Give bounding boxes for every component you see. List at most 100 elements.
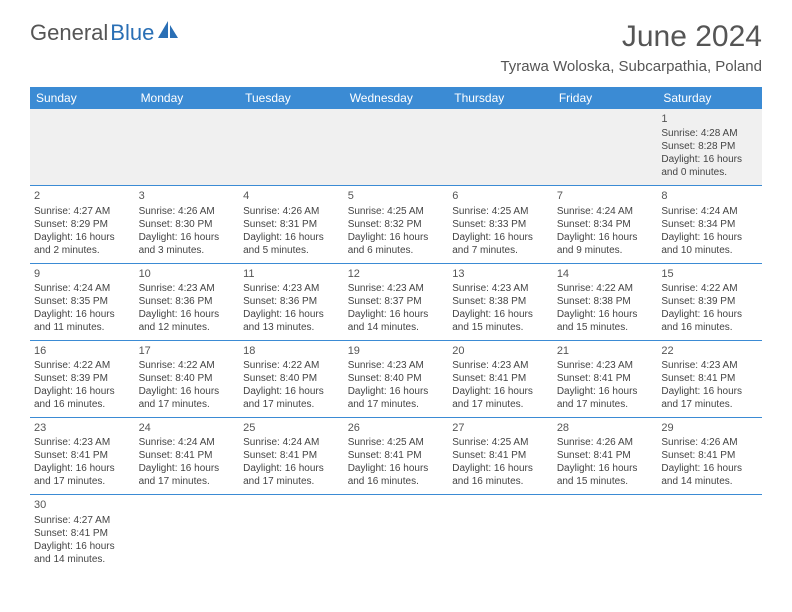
daylight-text-1: Daylight: 16 hours [348,308,445,321]
sunset-text: Sunset: 8:41 PM [661,449,758,462]
daylight-text-2: and 15 minutes. [557,321,654,334]
day-number: 17 [139,344,236,358]
sunrise-text: Sunrise: 4:25 AM [452,436,549,449]
day-number: 26 [348,421,445,435]
sunset-text: Sunset: 8:39 PM [34,372,131,385]
daylight-text-2: and 2 minutes. [34,244,131,257]
sunset-text: Sunset: 8:41 PM [661,372,758,385]
sunset-text: Sunset: 8:41 PM [452,372,549,385]
sunrise-text: Sunrise: 4:25 AM [452,205,549,218]
sunrise-text: Sunrise: 4:23 AM [452,282,549,295]
sunset-text: Sunset: 8:41 PM [557,449,654,462]
sunrise-text: Sunrise: 4:23 AM [348,359,445,372]
sunset-text: Sunset: 8:41 PM [348,449,445,462]
calendar-table: SundayMondayTuesdayWednesdayThursdayFrid… [30,87,762,572]
daylight-text-1: Daylight: 16 hours [557,462,654,475]
sunset-text: Sunset: 8:40 PM [348,372,445,385]
daylight-text-2: and 17 minutes. [243,475,340,488]
daylight-text-1: Daylight: 16 hours [452,385,549,398]
calendar-day-cell: 23Sunrise: 4:23 AMSunset: 8:41 PMDayligh… [30,418,135,495]
calendar-empty-cell [239,109,344,186]
day-number: 9 [34,267,131,281]
daylight-text-1: Daylight: 16 hours [243,308,340,321]
calendar-day-cell: 4Sunrise: 4:26 AMSunset: 8:31 PMDaylight… [239,186,344,263]
sunrise-text: Sunrise: 4:25 AM [348,436,445,449]
daylight-text-2: and 6 minutes. [348,244,445,257]
sunset-text: Sunset: 8:37 PM [348,295,445,308]
daylight-text-1: Daylight: 16 hours [661,462,758,475]
daylight-text-2: and 16 minutes. [348,475,445,488]
calendar-day-cell: 12Sunrise: 4:23 AMSunset: 8:37 PMDayligh… [344,263,449,340]
sunrise-text: Sunrise: 4:22 AM [661,282,758,295]
sunrise-text: Sunrise: 4:28 AM [661,127,758,140]
daylight-text-2: and 16 minutes. [452,475,549,488]
calendar-day-cell: 26Sunrise: 4:25 AMSunset: 8:41 PMDayligh… [344,418,449,495]
sunset-text: Sunset: 8:41 PM [452,449,549,462]
calendar-day-cell: 29Sunrise: 4:26 AMSunset: 8:41 PMDayligh… [657,418,762,495]
sunrise-text: Sunrise: 4:22 AM [139,359,236,372]
daylight-text-2: and 3 minutes. [139,244,236,257]
calendar-week: 9Sunrise: 4:24 AMSunset: 8:35 PMDaylight… [30,263,762,340]
day-number: 2 [34,189,131,203]
sunset-text: Sunset: 8:41 PM [34,527,131,540]
daylight-text-2: and 5 minutes. [243,244,340,257]
calendar-day-cell: 30Sunrise: 4:27 AMSunset: 8:41 PMDayligh… [30,495,135,572]
calendar-day-cell: 6Sunrise: 4:25 AMSunset: 8:33 PMDaylight… [448,186,553,263]
sunrise-text: Sunrise: 4:26 AM [243,205,340,218]
calendar-empty-cell [657,495,762,572]
day-number: 4 [243,189,340,203]
sunset-text: Sunset: 8:34 PM [557,218,654,231]
daylight-text-1: Daylight: 16 hours [452,231,549,244]
sunrise-text: Sunrise: 4:24 AM [34,282,131,295]
calendar-day-cell: 17Sunrise: 4:22 AMSunset: 8:40 PMDayligh… [135,340,240,417]
calendar-day-cell: 9Sunrise: 4:24 AMSunset: 8:35 PMDaylight… [30,263,135,340]
sunset-text: Sunset: 8:30 PM [139,218,236,231]
sunset-text: Sunset: 8:36 PM [139,295,236,308]
daylight-text-2: and 16 minutes. [661,321,758,334]
sunrise-text: Sunrise: 4:26 AM [557,436,654,449]
calendar-day-cell: 14Sunrise: 4:22 AMSunset: 8:38 PMDayligh… [553,263,658,340]
location-text: Tyrawa Woloska, Subcarpathia, Poland [500,58,762,75]
daylight-text-1: Daylight: 16 hours [139,231,236,244]
sunrise-text: Sunrise: 4:22 AM [243,359,340,372]
dayname-header: Friday [553,87,658,109]
calendar-day-cell: 10Sunrise: 4:23 AMSunset: 8:36 PMDayligh… [135,263,240,340]
sunset-text: Sunset: 8:41 PM [557,372,654,385]
daylight-text-2: and 14 minutes. [661,475,758,488]
sunrise-text: Sunrise: 4:23 AM [139,282,236,295]
daylight-text-1: Daylight: 16 hours [452,308,549,321]
sunrise-text: Sunrise: 4:23 AM [348,282,445,295]
daylight-text-1: Daylight: 16 hours [661,385,758,398]
daylight-text-1: Daylight: 16 hours [243,462,340,475]
day-number: 12 [348,267,445,281]
daylight-text-1: Daylight: 16 hours [557,231,654,244]
daylight-text-2: and 15 minutes. [557,475,654,488]
sunset-text: Sunset: 8:41 PM [243,449,340,462]
page-title: June 2024 [500,20,762,54]
daylight-text-2: and 0 minutes. [661,166,758,179]
daylight-text-2: and 17 minutes. [243,398,340,411]
daylight-text-2: and 17 minutes. [557,398,654,411]
calendar-week: 1Sunrise: 4:28 AMSunset: 8:28 PMDaylight… [30,109,762,186]
sunrise-text: Sunrise: 4:24 AM [557,205,654,218]
dayname-header: Saturday [657,87,762,109]
daylight-text-2: and 17 minutes. [139,398,236,411]
daylight-text-1: Daylight: 16 hours [34,462,131,475]
calendar-week: 30Sunrise: 4:27 AMSunset: 8:41 PMDayligh… [30,495,762,572]
calendar-day-cell: 11Sunrise: 4:23 AMSunset: 8:36 PMDayligh… [239,263,344,340]
sunrise-text: Sunrise: 4:22 AM [557,282,654,295]
daylight-text-1: Daylight: 16 hours [661,231,758,244]
sunrise-text: Sunrise: 4:23 AM [452,359,549,372]
day-number: 18 [243,344,340,358]
calendar-week: 2Sunrise: 4:27 AMSunset: 8:29 PMDaylight… [30,186,762,263]
calendar-day-cell: 25Sunrise: 4:24 AMSunset: 8:41 PMDayligh… [239,418,344,495]
sunrise-text: Sunrise: 4:23 AM [557,359,654,372]
sunset-text: Sunset: 8:40 PM [243,372,340,385]
calendar-empty-cell [30,109,135,186]
calendar-empty-cell [135,495,240,572]
daylight-text-2: and 9 minutes. [557,244,654,257]
daylight-text-1: Daylight: 16 hours [348,231,445,244]
day-number: 1 [661,112,758,126]
daylight-text-2: and 10 minutes. [661,244,758,257]
sunrise-text: Sunrise: 4:27 AM [34,514,131,527]
